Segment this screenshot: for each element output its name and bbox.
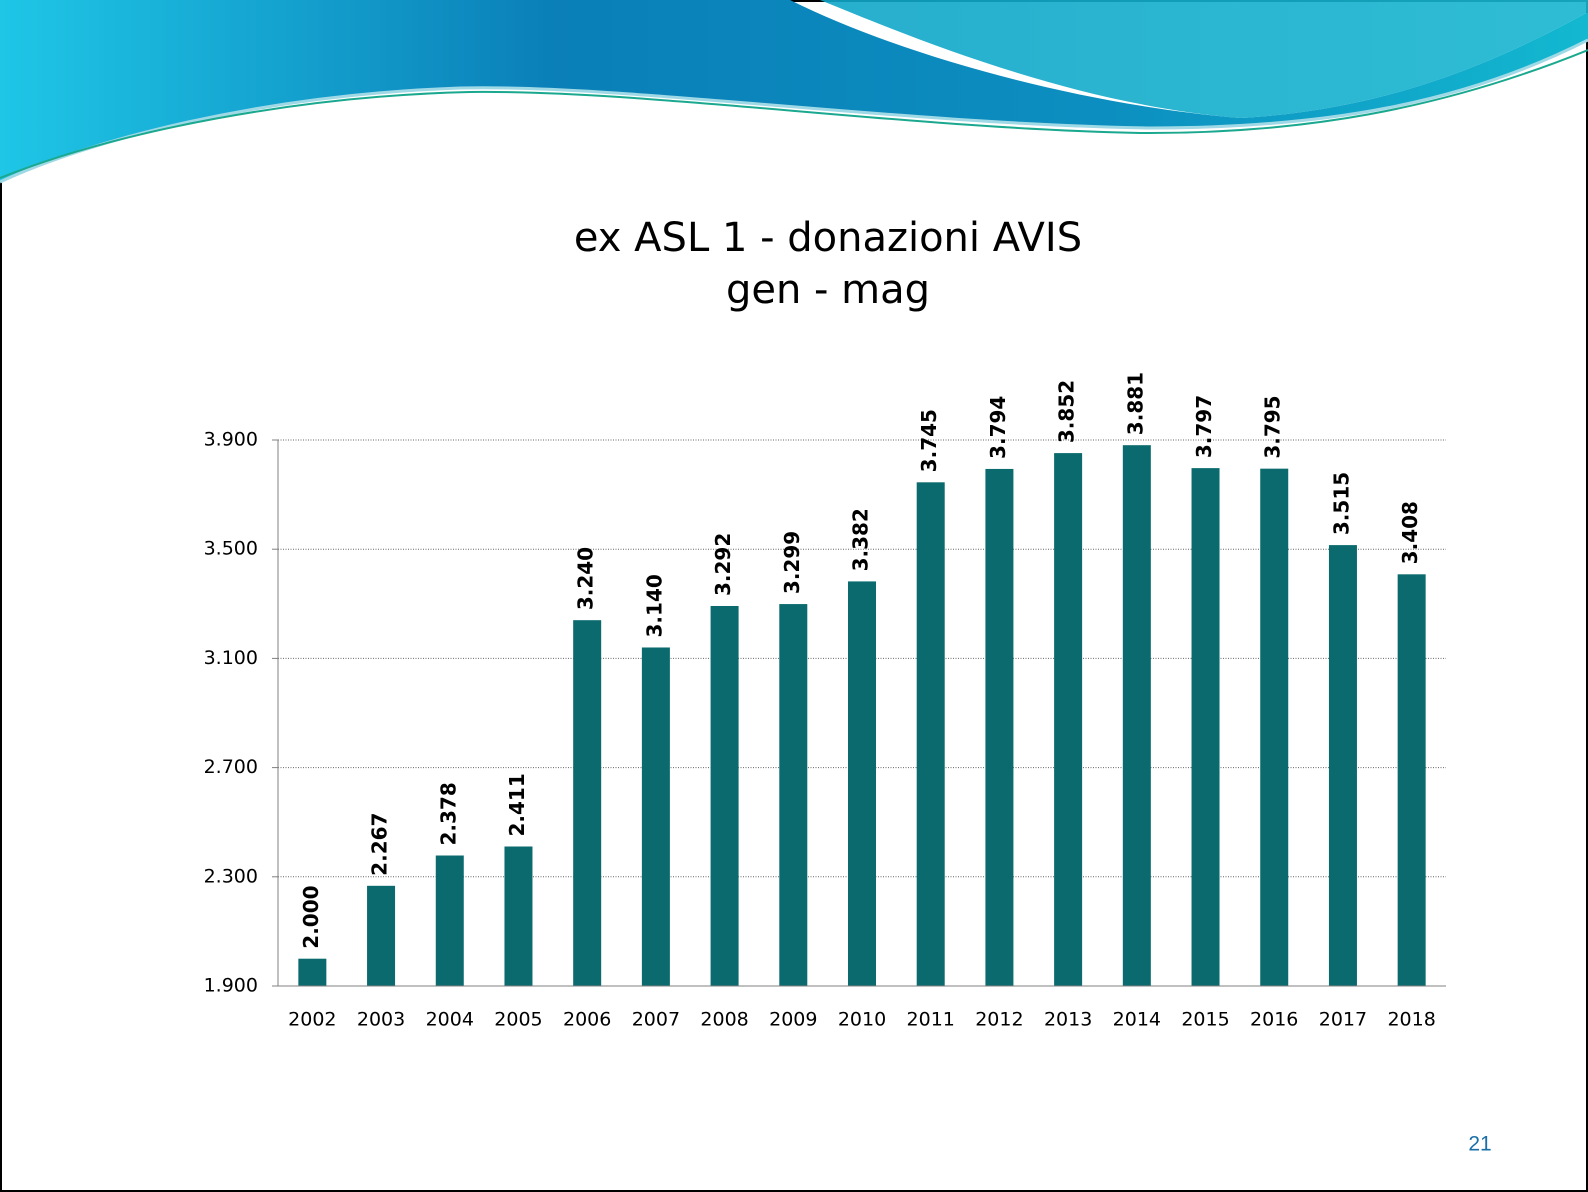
bar <box>985 468 1014 986</box>
header-wave-right <box>820 0 1588 118</box>
value-label: 3.299 <box>780 531 804 594</box>
value-label: 3.382 <box>849 508 873 571</box>
bar <box>641 647 670 986</box>
bar <box>848 581 876 986</box>
value-label: 3.852 <box>1055 380 1079 443</box>
plot: 1.900 2.300 2.700 3.100 3.500 3.900 2002 2.000 2… <box>204 372 1446 1031</box>
bar <box>435 855 464 986</box>
y-tick-label: 3.100 <box>204 647 258 669</box>
y-tick-label: 2.700 <box>204 756 258 778</box>
x-tick-label: 2016 <box>1250 1009 1298 1031</box>
value-label: 3.745 <box>917 409 941 472</box>
x-tick-label: 2004 <box>426 1009 474 1031</box>
bar <box>916 482 945 986</box>
x-tick-label: 2002 <box>288 1009 336 1031</box>
x-tick-label: 2007 <box>632 1009 680 1031</box>
bar <box>710 605 739 986</box>
y-tick-label: 3.500 <box>204 538 258 560</box>
value-label: 2.411 <box>505 773 529 836</box>
bar <box>504 846 533 986</box>
y-tick-label: 2.300 <box>204 865 258 887</box>
bar <box>1328 545 1357 986</box>
x-tick-label: 2005 <box>494 1009 542 1031</box>
value-label: 3.795 <box>1261 395 1285 458</box>
x-tick-label: 2011 <box>907 1009 955 1031</box>
bar <box>779 604 808 986</box>
x-tick-label: 2015 <box>1181 1009 1229 1031</box>
value-label: 3.292 <box>711 533 735 596</box>
value-label: 3.240 <box>574 547 598 610</box>
value-label: 3.794 <box>986 396 1010 459</box>
bar <box>573 620 602 986</box>
x-tick-label: 2003 <box>357 1009 405 1031</box>
value-label: 3.408 <box>1398 501 1422 564</box>
x-tick-label: 2012 <box>975 1009 1023 1031</box>
chart-subtitle: gen - mag <box>726 267 930 313</box>
x-tick-label: 2013 <box>1044 1009 1092 1031</box>
bar <box>298 958 327 986</box>
page-number: 21 <box>1468 1133 1491 1156</box>
value-label: 3.797 <box>1192 395 1216 458</box>
value-label: 2.267 <box>368 813 392 876</box>
bar <box>1191 468 1220 986</box>
value-label: 2.378 <box>436 782 460 845</box>
header-line <box>0 38 1588 184</box>
x-tick-label: 2017 <box>1319 1009 1367 1031</box>
bar <box>1397 574 1426 986</box>
value-label: 3.881 <box>1123 372 1147 435</box>
x-tick-label: 2006 <box>563 1009 611 1031</box>
x-tick-label: 2009 <box>769 1009 817 1031</box>
value-label: 2.000 <box>299 885 323 948</box>
bar <box>1054 453 1083 986</box>
y-tick-label: 1.900 <box>204 975 258 997</box>
x-tick-label: 2018 <box>1387 1009 1435 1031</box>
x-tick-label: 2014 <box>1113 1009 1161 1031</box>
chart-title: ex ASL 1 - donazioni AVIS <box>574 215 1082 261</box>
y-tick-label: 3.900 <box>204 429 258 451</box>
header-line <box>0 49 1588 179</box>
bar <box>367 885 396 986</box>
value-label: 3.140 <box>642 574 666 637</box>
x-tick-label: 2010 <box>838 1009 886 1031</box>
value-label: 3.515 <box>1329 472 1353 535</box>
x-tick-label: 2008 <box>700 1009 748 1031</box>
bar <box>1122 445 1151 986</box>
bar <box>1260 468 1289 986</box>
header-wave <box>0 0 1588 182</box>
